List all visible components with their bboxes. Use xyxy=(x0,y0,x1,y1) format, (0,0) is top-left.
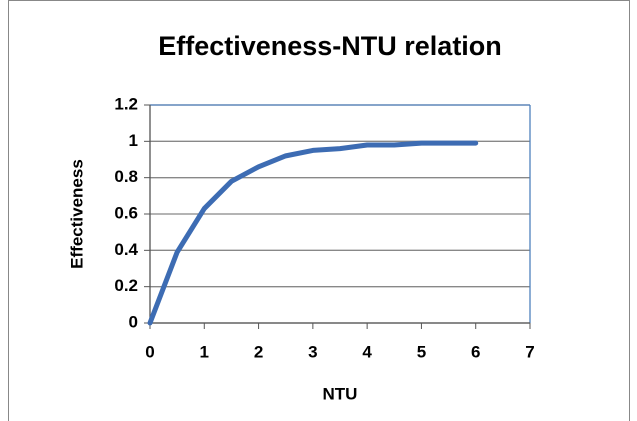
x-tick-label: 0 xyxy=(145,342,154,361)
data-line xyxy=(147,140,479,326)
x-tick-label: 4 xyxy=(362,342,372,361)
y-tick-label: 0 xyxy=(129,312,138,331)
y-tick-label: 0.2 xyxy=(114,276,138,295)
x-tick-label: 1 xyxy=(200,342,209,361)
y-tick-label: 1.2 xyxy=(114,94,138,113)
x-tick-label: 5 xyxy=(417,342,426,361)
y-tick-label: 0.6 xyxy=(114,203,138,222)
x-axis-label: NTU xyxy=(323,384,358,403)
y-tick-label: 0.4 xyxy=(114,240,138,259)
y-tick-label: 1 xyxy=(129,131,138,150)
chart-frame xyxy=(8,0,630,421)
x-tick-label: 6 xyxy=(471,342,480,361)
y-axis-label: Effectiveness xyxy=(67,159,86,269)
x-tick-label: 2 xyxy=(254,342,263,361)
x-tick-label: 3 xyxy=(308,342,317,361)
chart-title: Effectiveness-NTU relation xyxy=(158,31,502,61)
y-tick-label: 0.8 xyxy=(114,167,138,186)
x-tick-label: 7 xyxy=(525,342,534,361)
